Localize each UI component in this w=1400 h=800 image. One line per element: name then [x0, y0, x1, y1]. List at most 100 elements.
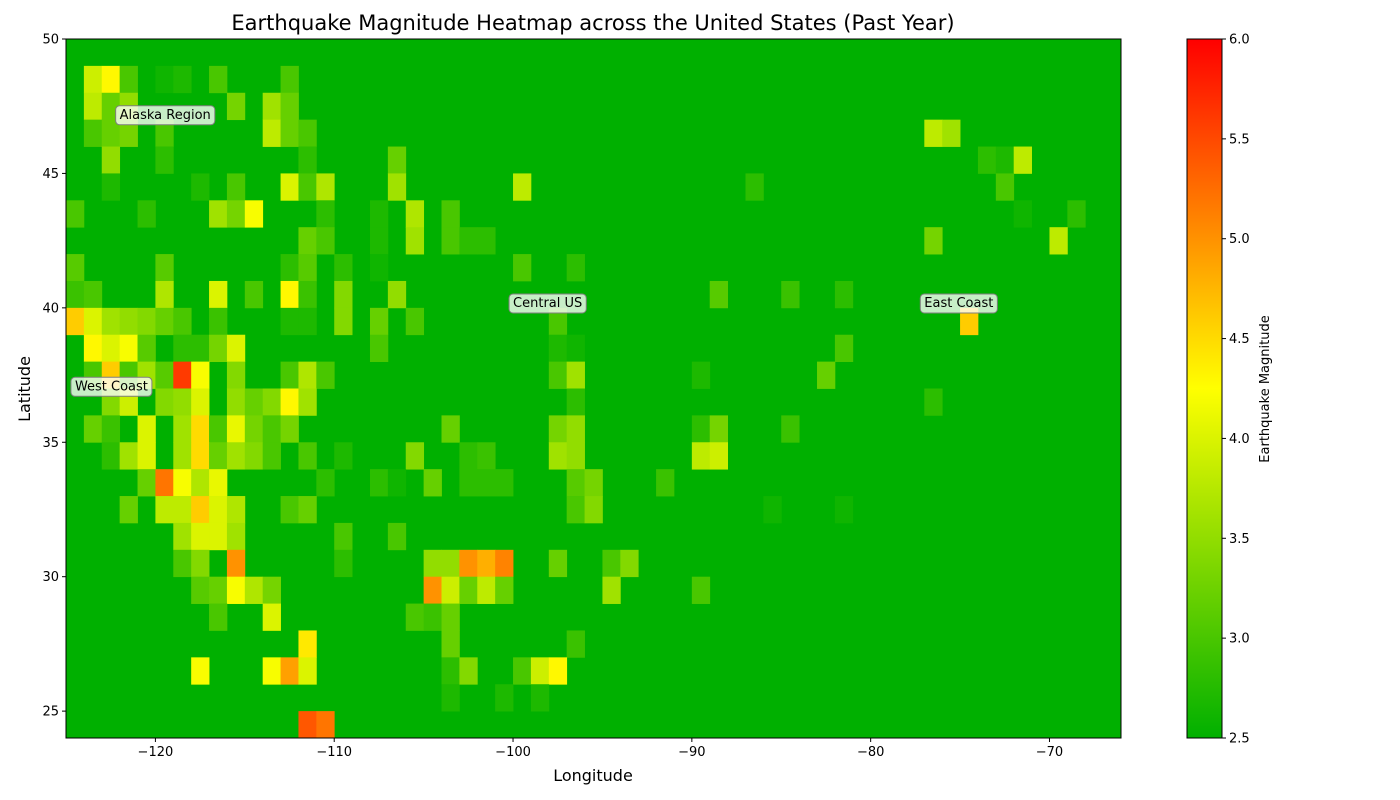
colorbar-tick-label: 5.0: [1229, 232, 1250, 247]
heatmap-cell: [155, 496, 174, 524]
y-tick-label: 35: [42, 436, 59, 451]
heatmap-cell: [137, 415, 156, 443]
heatmap-cell: [942, 119, 961, 147]
heatmap-cell: [298, 119, 317, 147]
heatmap-cell: [209, 65, 228, 94]
annotation-text: Alaska Region: [120, 108, 211, 123]
heatmap-cell: [101, 146, 121, 174]
heatmap-cell: [530, 657, 550, 685]
heatmap-cell: [209, 442, 228, 470]
heatmap-cell: [83, 280, 103, 309]
heatmap-cell: [709, 415, 729, 443]
heatmap-cell: [226, 442, 246, 470]
heatmap-cell: [155, 119, 174, 147]
heatmap-cell: [369, 334, 389, 363]
heatmap-cell: [191, 361, 210, 389]
heatmap-cell: [548, 334, 568, 363]
heatmap-cell: [459, 657, 478, 685]
annotation-text: East Coast: [924, 296, 993, 311]
y-tick-label: 50: [42, 33, 59, 48]
heatmap-cell: [834, 334, 854, 363]
heatmap-cell: [298, 254, 317, 282]
heatmap-cell: [405, 603, 425, 631]
colorbar-tick-label: 6.0: [1229, 33, 1250, 48]
heatmap-cell: [66, 307, 85, 336]
colorbar: 2.5 3.0 3.5 4.0 4.5 5.0 5.5 6.0 Earthquake Magn…: [1186, 33, 1273, 747]
heatmap-cell: [441, 549, 460, 578]
heatmap-cell: [334, 442, 353, 470]
heatmap-cell: [244, 576, 264, 604]
heatmap-cell: [226, 522, 246, 551]
heatmap-cell: [459, 549, 478, 578]
heatmap-cell: [173, 415, 192, 443]
heatmap-cell: [280, 65, 299, 94]
annotation-text: Central US: [513, 296, 582, 311]
heatmap-cell: [387, 280, 407, 309]
heatmap-cell: [548, 415, 568, 443]
heatmap-cell: [262, 442, 281, 470]
x-axis-label: Longitude: [553, 766, 633, 785]
heatmap-cell: [334, 254, 353, 282]
heatmap-cell: [924, 119, 943, 147]
heatmap-cell: [209, 576, 228, 604]
heatmap-cell: [101, 119, 121, 147]
heatmap-cell: [155, 280, 174, 309]
heatmap-cell: [566, 388, 585, 416]
heatmap-cell: [423, 603, 442, 631]
heatmap-cell: [548, 307, 568, 336]
heatmap-cell: [441, 415, 460, 443]
heatmap-cell: [369, 307, 389, 336]
heatmap-cell: [226, 496, 246, 524]
heatmap-cell: [119, 496, 138, 524]
heatmap-cell: [441, 603, 460, 631]
heatmap-cell: [155, 388, 174, 416]
colorbar-tick-label: 3.5: [1229, 532, 1250, 547]
heatmap-cell: [209, 469, 228, 497]
heatmap-cell: [405, 200, 425, 228]
heatmap-cell: [209, 334, 228, 363]
colorbar-gradient: [1186, 38, 1223, 739]
heatmap-cell: [298, 496, 317, 524]
heatmap-cell: [441, 227, 460, 255]
heatmap-cell: [316, 711, 335, 738]
heatmap-cell: [316, 361, 335, 389]
heatmap-cell: [209, 496, 228, 524]
heatmap-cell: [423, 469, 442, 497]
x-tick-label: −80: [857, 745, 884, 760]
heatmap-cell: [101, 415, 121, 443]
heatmap-cell: [191, 576, 210, 604]
heatmap-cell: [477, 576, 496, 604]
heatmap-cell: [226, 361, 246, 389]
region-annotations: Alaska Region West Coast Central US East Co…: [70, 105, 998, 397]
heatmap-cell: [137, 469, 156, 497]
annotation-text: West Coast: [75, 379, 148, 394]
heatmap-cell: [244, 388, 264, 416]
heatmap-cell: [495, 549, 514, 578]
heatmap-cell: [191, 388, 210, 416]
heatmap-cell: [137, 334, 156, 363]
heatmap-cell: [262, 92, 281, 121]
heatmap-cell: [173, 307, 192, 336]
heatmap-cell: [834, 280, 854, 309]
heatmap-cell: [441, 630, 460, 658]
heatmap-cell: [584, 469, 603, 497]
heatmap-cell: [369, 469, 389, 497]
heatmap-cell: [173, 442, 192, 470]
heatmap-cell: [602, 549, 621, 578]
annotation: Central US: [508, 293, 587, 314]
heatmap-cell: [691, 576, 711, 604]
heatmap-cell: [405, 307, 425, 336]
heatmap-cell: [209, 522, 228, 551]
heatmap-cell: [656, 469, 675, 497]
heatmap-cell: [280, 254, 299, 282]
annotation-box: [115, 105, 216, 126]
heatmap-cell: [173, 549, 192, 578]
heatmap-cell: [548, 657, 568, 685]
heatmap-cell: [316, 173, 335, 201]
heatmap-cell: [620, 549, 639, 578]
heatmap-cell: [566, 496, 585, 524]
heatmap-cell: [191, 522, 210, 551]
heatmap-cell: [119, 334, 138, 363]
heatmap-cell: [334, 522, 353, 551]
heatmap-cell: [209, 280, 228, 309]
